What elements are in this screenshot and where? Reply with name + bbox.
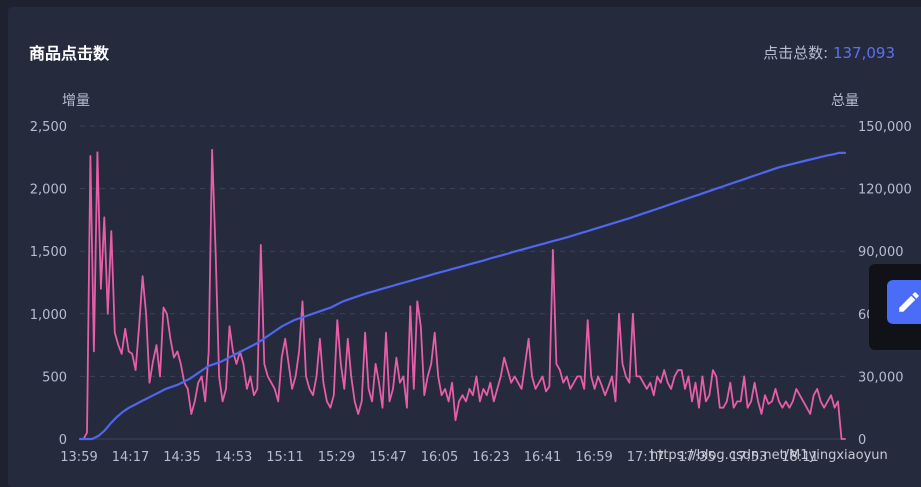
y-right-tick-label: 90,000 (858, 245, 904, 260)
left-axis-title: 增量 (62, 93, 90, 109)
chart-title: 商品点击数 (29, 44, 110, 63)
x-tick-label: 14:35 (163, 450, 200, 465)
edit-button[interactable] (887, 280, 921, 324)
x-tick-label: 14:17 (112, 450, 149, 465)
total-clicks-summary: 点击总数: 137,093 (763, 42, 895, 63)
x-tick-label: 17:17 (627, 450, 664, 465)
y-left-tick-label: 1,000 (30, 308, 67, 323)
y-right-tick-label: 0 (858, 433, 866, 448)
right-axis-title: 总量 (831, 93, 859, 109)
x-tick-label: 15:47 (369, 450, 406, 465)
x-tick-label: 18:11 (781, 450, 818, 465)
watermark-text: https://blog.csdn.net/M1yingxiaoyun (650, 448, 888, 463)
increment-series-line (79, 148, 846, 440)
x-tick-label: 15:11 (266, 450, 303, 465)
x-tick-label: 17:53 (730, 450, 767, 465)
y-left-tick-label: 2,000 (30, 183, 67, 198)
x-tick-label: 16:23 (472, 450, 509, 465)
total-clicks-label: 点击总数: (763, 44, 829, 62)
y-right-tick-label: 30,000 (858, 370, 904, 385)
x-tick-label: 16:59 (575, 450, 612, 465)
total-clicks-value: 137,093 (832, 44, 895, 62)
x-tick-label: 17:35 (678, 450, 715, 465)
x-tick-label: 16:41 (524, 450, 561, 465)
total-series-line (78, 151, 847, 441)
x-tick-label: 13:59 (60, 450, 97, 465)
pencil-icon (899, 292, 919, 312)
y-left-tick-label: 1,500 (30, 245, 67, 260)
x-tick-label: 15:29 (318, 450, 355, 465)
x-tick-label: 14:53 (215, 450, 252, 465)
line-chart[interactable]: 0050030,0001,00060,0001,50090,0002,00012… (0, 0, 921, 476)
y-left-tick-label: 0 (59, 433, 67, 448)
x-tick-label: 16:05 (421, 450, 458, 465)
y-left-tick-label: 500 (42, 370, 67, 385)
chart-card (8, 7, 921, 487)
y-right-tick-label: 120,000 (858, 183, 912, 198)
y-left-tick-label: 2,500 (30, 120, 67, 135)
y-right-tick-label: 150,000 (858, 120, 912, 135)
